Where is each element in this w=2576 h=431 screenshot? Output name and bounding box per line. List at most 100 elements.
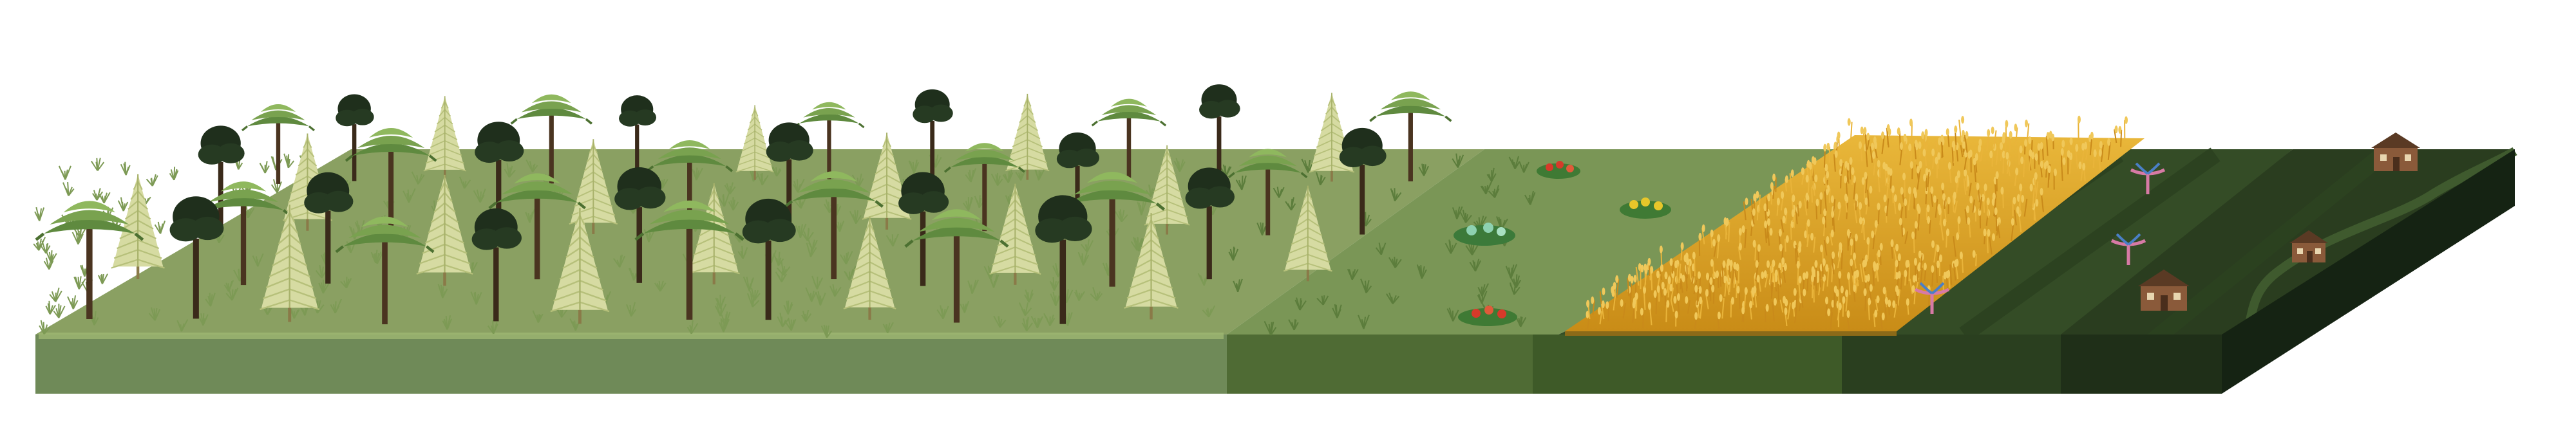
- wheat-stalk: [1991, 126, 1997, 149]
- fern-tree: [1124, 213, 1179, 320]
- wheat-stalk: [1825, 264, 1830, 287]
- wheat-stalk: [2082, 163, 2086, 181]
- wheat-stalk: [1868, 297, 1871, 320]
- wheat-stalk: [1964, 169, 1968, 191]
- wheat-stalk: [2005, 152, 2011, 174]
- wheat-stalk: [1893, 243, 1899, 261]
- wheat-stalk: [1741, 306, 1745, 323]
- wheat-stalk: [1894, 259, 1899, 280]
- grass-tuft: [437, 284, 448, 298]
- fern-tree: [260, 205, 320, 322]
- wheat-stalk: [1935, 137, 1942, 154]
- wheat-stalk: [1902, 172, 1906, 197]
- wheat-stalk: [2011, 217, 2014, 242]
- wheat-stalk: [1785, 298, 1791, 320]
- wheat-stalk: [1872, 151, 1877, 176]
- wheat-stalk: [1849, 157, 1853, 180]
- wheat-stalk: [2040, 142, 2044, 161]
- wheat-stalk: [1873, 309, 1878, 327]
- wheat-stalk: [1859, 217, 1864, 234]
- wheat-stalk: [1855, 193, 1859, 210]
- wheat-stalk: [1669, 258, 1674, 274]
- grass-tuft: [73, 276, 86, 289]
- wheat-stalk: [1833, 150, 1838, 172]
- grass-tuft: [1233, 279, 1243, 293]
- wheat-stalk: [1877, 202, 1880, 225]
- wheat-stalk: [2089, 131, 2094, 156]
- wheat-stalk: [1833, 285, 1837, 307]
- wheat-stalk: [1925, 168, 1930, 187]
- wheat-stalk: [1879, 243, 1883, 266]
- grass-tuft: [960, 300, 970, 313]
- wheat-stalk: [1831, 210, 1835, 232]
- wheat-stalk: [1806, 219, 1810, 243]
- wheat-stalk: [1930, 186, 1934, 207]
- grass-tuft: [820, 324, 833, 338]
- wheat-stalk: [1875, 295, 1880, 311]
- grass-tuft: [1137, 201, 1147, 216]
- wheat-stalk: [1845, 289, 1849, 312]
- wheat-stalk: [1829, 229, 1834, 246]
- araucaria-tree: [1369, 91, 1452, 181]
- wheat-stalk: [1824, 297, 1828, 316]
- grass-tuft: [1358, 315, 1370, 329]
- grass-tuft: [783, 300, 793, 315]
- grass-tuft: [370, 250, 382, 264]
- wheat-stalk: [1723, 217, 1728, 235]
- conifer-tree: [304, 172, 354, 284]
- wheat-stalk: [2118, 125, 2123, 147]
- wheat-stalk: [1888, 299, 1891, 316]
- wheat-stalk: [1864, 171, 1868, 194]
- grass-tuft: [53, 304, 66, 318]
- wheat-stalk: [2107, 138, 2111, 160]
- fern-tree: [111, 174, 165, 280]
- grass-tuft: [784, 317, 797, 331]
- wheat-stalk: [1597, 307, 1603, 325]
- grass-tuft: [34, 206, 45, 221]
- grass-tuft: [225, 286, 239, 301]
- wheat-stalk: [1899, 142, 1903, 165]
- grass-tuft: [340, 277, 352, 289]
- wheat-stalk: [1938, 207, 1942, 225]
- wheat-stalk: [1763, 270, 1768, 288]
- wheat-stalk: [1698, 232, 1702, 256]
- wheat-stalk: [1751, 208, 1756, 225]
- grass-tuft: [829, 284, 842, 297]
- wheat-stalk: [1842, 296, 1846, 317]
- araucaria-tree: [1228, 149, 1308, 235]
- wheat-stalk: [1978, 144, 1984, 161]
- wheat-stalk: [2053, 168, 2058, 190]
- araucaria-tree: [1091, 98, 1167, 181]
- wheat-stalk: [2014, 167, 2019, 187]
- wheat-stalk: [1976, 182, 1980, 203]
- grass-tuft: [724, 182, 736, 195]
- house-icon: [2371, 133, 2420, 171]
- conifer-tree: [475, 122, 524, 234]
- wheat-stalk: [2009, 131, 2012, 152]
- wheat-stalk: [1886, 167, 1891, 184]
- grass-tuft: [459, 176, 471, 189]
- wheat-stalk: [1957, 216, 1961, 235]
- wheat-stalk: [2081, 143, 2085, 164]
- grass-tuft: [89, 311, 99, 326]
- wheat-stalk: [1964, 131, 1969, 153]
- grass-tuft: [197, 313, 209, 326]
- wheat-stalk: [1895, 288, 1900, 307]
- grass-tuft: [714, 303, 727, 316]
- wheat-stalk: [1994, 207, 1998, 232]
- grass-tuft: [90, 158, 105, 171]
- conifer-tree: [619, 95, 656, 180]
- wheat-stalk: [1712, 239, 1718, 257]
- grass-tuft: [1043, 313, 1056, 326]
- flowering-shrubs: [1454, 161, 1671, 326]
- wheat-stalk: [1736, 286, 1741, 309]
- wheat-stalk: [1620, 298, 1627, 319]
- wheat-stalk: [1847, 118, 1853, 142]
- wheat-stalk: [2034, 153, 2038, 169]
- wheat-stalk: [1967, 217, 1971, 238]
- sprinkler-icon: [2110, 233, 2146, 265]
- wheat-stalk: [1967, 151, 1971, 170]
- wheat-stalk: [1892, 300, 1897, 318]
- wheat-stalk: [1780, 191, 1785, 211]
- wheat-stalk: [1951, 140, 1957, 163]
